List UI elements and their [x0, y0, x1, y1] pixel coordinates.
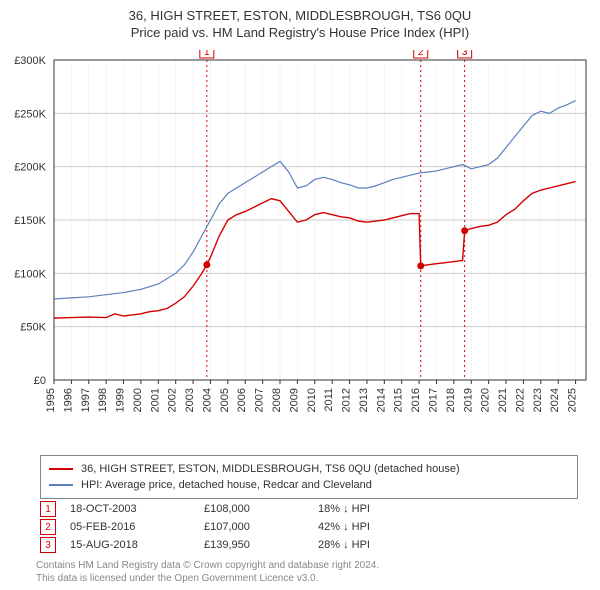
- svg-text:2019: 2019: [462, 388, 474, 412]
- svg-text:2014: 2014: [375, 388, 387, 412]
- svg-text:2003: 2003: [184, 388, 196, 412]
- legend-label: 36, HIGH STREET, ESTON, MIDDLESBROUGH, T…: [81, 463, 460, 475]
- legend-swatch: [49, 484, 73, 486]
- svg-text:1997: 1997: [80, 388, 92, 412]
- svg-text:2000: 2000: [132, 388, 144, 412]
- footnote-line: This data is licensed under the Open Gov…: [36, 573, 576, 586]
- marker-badge: 3: [40, 537, 56, 553]
- legend-item: HPI: Average price, detached house, Redc…: [49, 477, 569, 493]
- svg-text:£200K: £200K: [14, 162, 46, 174]
- marker-row: 1 18-OCT-2003 £108,000 18% ↓ HPI: [40, 500, 560, 518]
- marker-diff: 18% ↓ HPI: [318, 503, 438, 515]
- svg-text:2004: 2004: [201, 388, 213, 412]
- marker-date: 15-AUG-2018: [70, 539, 190, 551]
- marker-row: 3 15-AUG-2018 £139,950 28% ↓ HPI: [40, 536, 560, 554]
- svg-text:£0: £0: [34, 375, 46, 387]
- svg-text:2012: 2012: [341, 388, 353, 412]
- marker-date: 18-OCT-2003: [70, 503, 190, 515]
- svg-text:2006: 2006: [236, 388, 248, 412]
- svg-text:2: 2: [418, 50, 424, 58]
- marker-row: 2 05-FEB-2016 £107,000 42% ↓ HPI: [40, 518, 560, 536]
- svg-text:2022: 2022: [514, 388, 526, 412]
- svg-text:2017: 2017: [427, 388, 439, 412]
- svg-text:2025: 2025: [567, 388, 579, 412]
- svg-text:1999: 1999: [115, 388, 127, 412]
- svg-text:1: 1: [204, 50, 210, 58]
- svg-text:1995: 1995: [45, 388, 57, 412]
- footnote: Contains HM Land Registry data © Crown c…: [36, 560, 576, 585]
- svg-text:2021: 2021: [497, 388, 509, 412]
- price-chart: £0 £50K £100K £150K £200K £250K £300K 1995 1996 1…: [0, 50, 600, 450]
- marker-diff: 42% ↓ HPI: [318, 521, 438, 533]
- legend-label: HPI: Average price, detached house, Redc…: [81, 479, 372, 491]
- svg-text:£300K: £300K: [14, 55, 46, 67]
- svg-text:2015: 2015: [393, 388, 405, 412]
- svg-text:2018: 2018: [445, 388, 457, 412]
- marker-price: £139,950: [204, 539, 304, 551]
- svg-text:2002: 2002: [167, 388, 179, 412]
- marker-price: £108,000: [204, 503, 304, 515]
- legend-swatch: [49, 468, 73, 470]
- svg-text:2023: 2023: [532, 388, 544, 412]
- svg-text:2009: 2009: [288, 388, 300, 412]
- page-title: 36, HIGH STREET, ESTON, MIDDLESBROUGH, T…: [0, 0, 600, 23]
- svg-text:1998: 1998: [97, 388, 109, 412]
- marker-date: 05-FEB-2016: [70, 521, 190, 533]
- svg-text:£250K: £250K: [14, 108, 46, 120]
- marker-badge: 2: [40, 519, 56, 535]
- legend: 36, HIGH STREET, ESTON, MIDDLESBROUGH, T…: [40, 455, 578, 499]
- marker-badge: 1: [40, 501, 56, 517]
- svg-text:2011: 2011: [323, 388, 335, 412]
- svg-text:2024: 2024: [549, 388, 561, 412]
- svg-text:£100K: £100K: [14, 268, 46, 280]
- svg-text:2010: 2010: [306, 388, 318, 412]
- chart-svg: £0 £50K £100K £150K £200K £250K £300K 1995 1996 1…: [0, 50, 600, 450]
- marker-diff: 28% ↓ HPI: [318, 539, 438, 551]
- marker-price: £107,000: [204, 521, 304, 533]
- page-subtitle: Price paid vs. HM Land Registry's House …: [0, 23, 600, 40]
- svg-text:£150K: £150K: [14, 215, 46, 227]
- svg-text:2001: 2001: [149, 388, 161, 412]
- footnote-line: Contains HM Land Registry data © Crown c…: [36, 560, 576, 573]
- svg-text:£50K: £50K: [20, 322, 46, 334]
- svg-text:2007: 2007: [254, 388, 266, 412]
- svg-text:2016: 2016: [410, 388, 422, 412]
- svg-text:1996: 1996: [62, 388, 74, 412]
- svg-text:3: 3: [462, 50, 468, 58]
- svg-text:2013: 2013: [358, 388, 370, 412]
- svg-text:2008: 2008: [271, 388, 283, 412]
- legend-item: 36, HIGH STREET, ESTON, MIDDLESBROUGH, T…: [49, 461, 569, 477]
- marker-table: 1 18-OCT-2003 £108,000 18% ↓ HPI 2 05-FEB-201…: [40, 500, 560, 554]
- svg-text:2005: 2005: [219, 388, 231, 412]
- svg-text:2020: 2020: [480, 388, 492, 412]
